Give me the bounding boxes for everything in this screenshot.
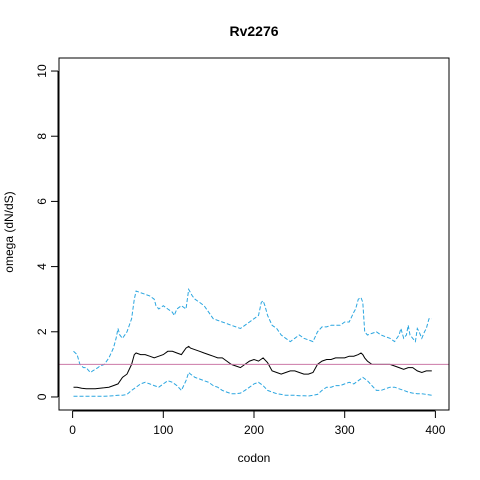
series-estimate-line <box>73 345 432 390</box>
y-tick-label: 10 <box>35 64 49 78</box>
x-axis-label: codon <box>238 451 271 465</box>
y-tick-label: 4 <box>35 263 49 270</box>
y-tick-label: 6 <box>35 198 49 205</box>
x-tick-label: 0 <box>69 423 76 437</box>
x-tick-label: 300 <box>335 423 355 437</box>
y-tick-label: 2 <box>35 328 49 335</box>
plot-frame <box>58 57 450 411</box>
x-tick-label: 400 <box>425 423 445 437</box>
y-axis-label: omega (dN/dS) <box>2 191 16 272</box>
series-lower-line <box>73 371 432 397</box>
x-axis: 0 100 200 300 400 <box>69 410 446 437</box>
x-tick-label: 200 <box>244 423 264 437</box>
series-upper-line <box>73 287 432 374</box>
y-tick-label: 0 <box>35 393 49 400</box>
chart-title: Rv2276 <box>229 23 278 39</box>
x-tick-label: 100 <box>153 423 173 437</box>
y-tick-label: 8 <box>35 133 49 140</box>
series-layer <box>73 287 432 397</box>
y-axis: 0 2 4 6 8 10 <box>35 64 59 400</box>
